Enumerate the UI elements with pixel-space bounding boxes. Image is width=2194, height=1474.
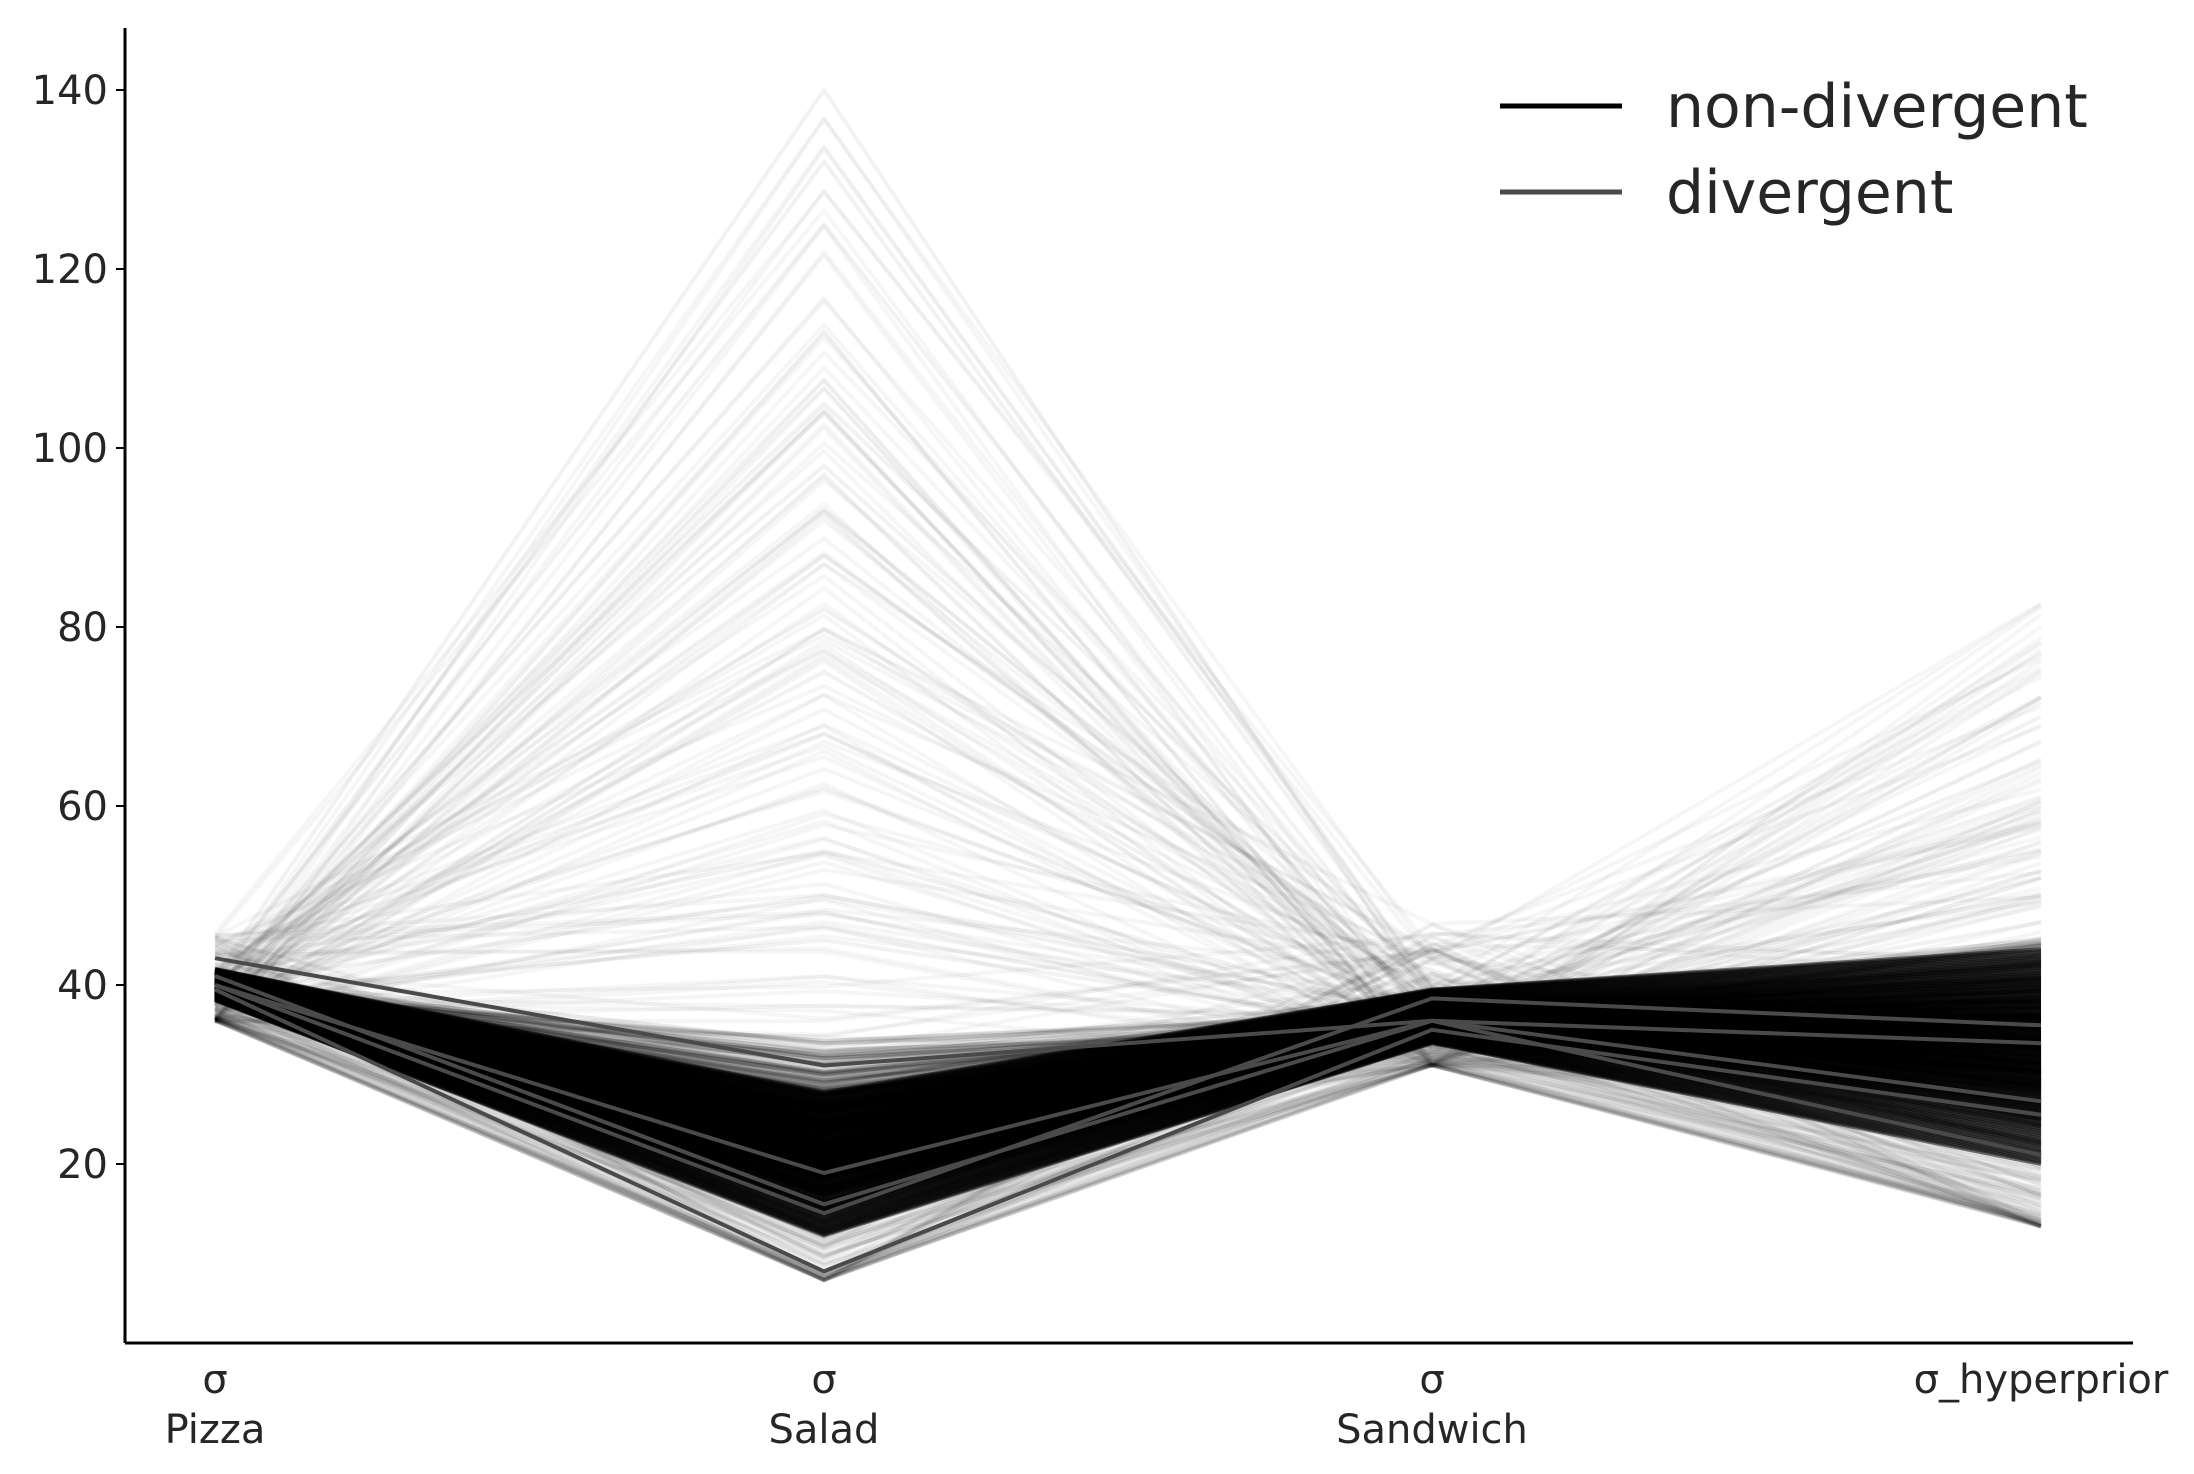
non-divergent-line xyxy=(213,463,2042,1014)
x-tick-label: σ Salad xyxy=(769,1357,880,1453)
divergent-line xyxy=(214,987,2042,1274)
non-divergent-line xyxy=(213,159,2042,996)
non-divergent-line xyxy=(213,508,2042,1005)
non-divergent-line xyxy=(214,669,2042,1023)
axes xyxy=(123,28,2133,1345)
non-divergent-lines xyxy=(213,88,2042,1248)
legend: non-divergent divergent xyxy=(1500,72,2088,228)
non-divergent-line xyxy=(214,795,2042,1005)
y-ticks: 20 40 60 80 100 120 140 xyxy=(32,68,125,1188)
y-tick-label: 20 xyxy=(57,1142,108,1188)
y-tick-label: 140 xyxy=(32,68,108,114)
y-tick-label: 120 xyxy=(32,247,108,293)
divergent-line xyxy=(214,983,2042,1216)
x-tick-label: σ_hyperprior xyxy=(1914,1357,2169,1403)
y-tick-label: 80 xyxy=(57,605,108,651)
divergent-line xyxy=(214,956,2042,1104)
legend-label-non-divergent: non-divergent xyxy=(1666,72,2088,142)
divergent-line xyxy=(214,983,2042,1175)
y-tick-label: 60 xyxy=(57,784,108,830)
non-divergent-line xyxy=(214,732,2042,1005)
divergent-lines xyxy=(214,956,2042,1274)
y-tick-label: 40 xyxy=(57,963,108,1009)
non-divergent-line xyxy=(214,786,2042,1014)
x-ticks: σ Pizza σ Salad σ Sandwich σ_hyperprior xyxy=(165,1357,2169,1453)
divergent-line xyxy=(214,974,2042,1207)
non-divergent-line xyxy=(214,947,2042,1095)
x-tick-label: σ Pizza xyxy=(165,1357,266,1453)
non-divergent-line xyxy=(213,607,2042,996)
x-tick-label: σ Sandwich xyxy=(1336,1357,1528,1453)
legend-label-divergent: divergent xyxy=(1666,158,1953,228)
non-divergent-line xyxy=(214,848,2042,1023)
y-tick-label: 100 xyxy=(32,426,108,472)
non-divergent-line xyxy=(213,401,2042,987)
